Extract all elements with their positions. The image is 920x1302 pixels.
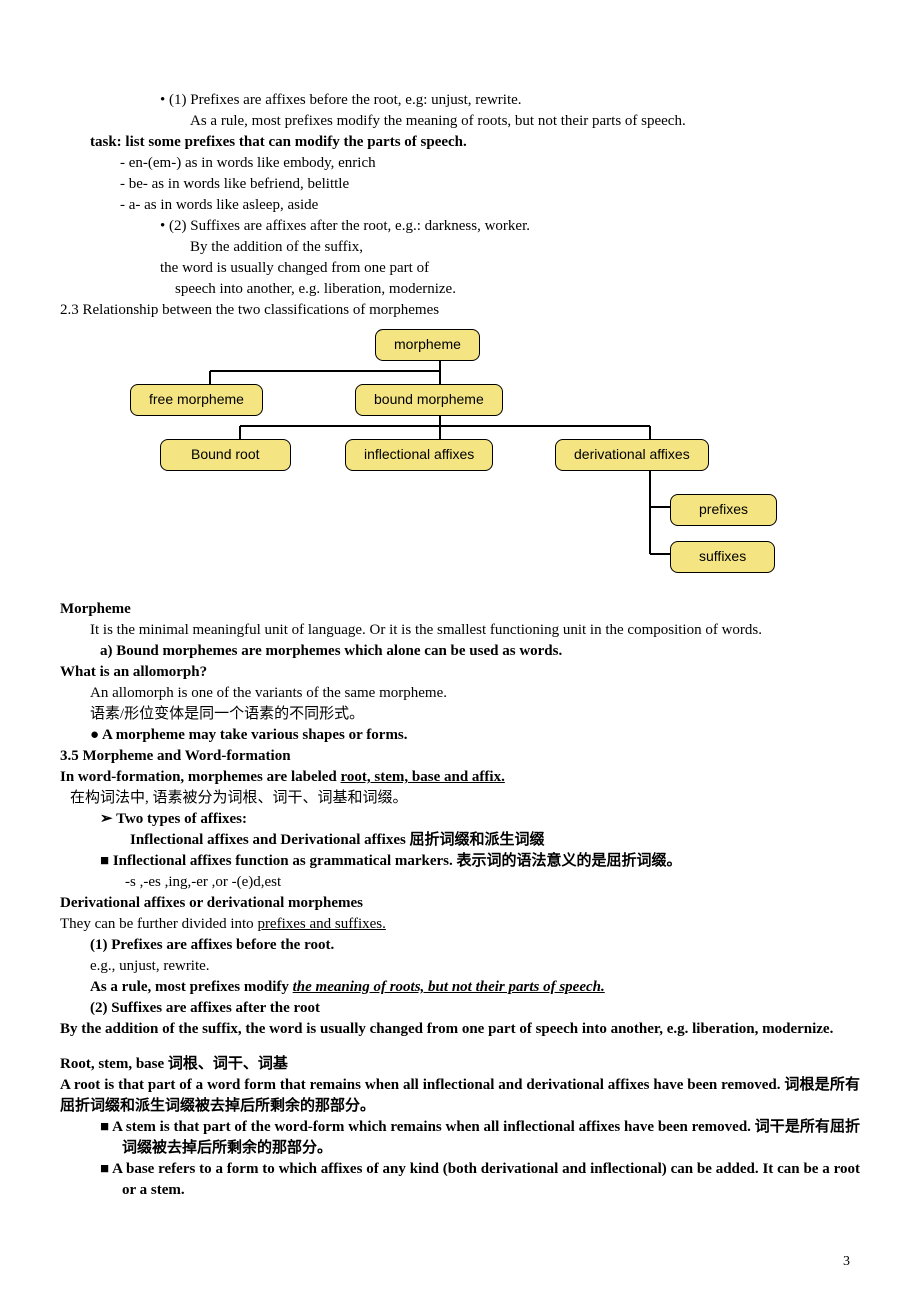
node-bound-morpheme: bound morpheme bbox=[355, 384, 503, 416]
node-free-morpheme: free morpheme bbox=[130, 384, 263, 416]
text-line: (2) Suffixes are affixes after the root bbox=[90, 998, 860, 1019]
morpheme-diagram: morpheme free morpheme bound morpheme Bo… bbox=[100, 329, 860, 589]
page-number: 3 bbox=[843, 1252, 850, 1272]
list-item: Inflectional affixes function as grammat… bbox=[100, 851, 860, 872]
node-morpheme: morpheme bbox=[375, 329, 480, 361]
text-line: By the addition of the suffix, bbox=[190, 237, 860, 258]
node-prefixes: prefixes bbox=[670, 494, 777, 526]
text-line: A root is that part of a word form that … bbox=[60, 1075, 860, 1117]
node-derivational-affixes: derivational affixes bbox=[555, 439, 709, 471]
list-item: A stem is that part of the word-form whi… bbox=[100, 1117, 860, 1159]
node-suffixes: suffixes bbox=[670, 541, 775, 573]
list-item: en-(em-) as in words like embody, enrich bbox=[120, 153, 860, 174]
text-line: the word is usually changed from one par… bbox=[160, 258, 860, 279]
text-line: 在构词法中, 语素被分为词根、词干、词基和词缀。 bbox=[70, 788, 860, 809]
text-line: (1) Prefixes are affixes before the root… bbox=[160, 90, 860, 111]
text-line: As a rule, most prefixes modify the mean… bbox=[190, 111, 860, 132]
heading-derivational: Derivational affixes or derivational mor… bbox=[60, 893, 860, 914]
text-line: Inflectional affixes and Derivational af… bbox=[130, 830, 860, 851]
node-bound-root: Bound root bbox=[160, 439, 291, 471]
list-item: Two types of affixes: bbox=[100, 809, 860, 830]
text-line: (2) Suffixes are affixes after the root,… bbox=[160, 216, 860, 237]
section-heading: 2.3 Relationship between the two classif… bbox=[60, 300, 860, 321]
text-line: In word-formation, morphemes are labeled… bbox=[60, 767, 860, 788]
task-heading: task: list some prefixes that can modify… bbox=[90, 132, 860, 153]
text-line: By the addition of the suffix, the word … bbox=[60, 1019, 860, 1040]
text-line: 语素/形位变体是同一个语素的不同形式。 bbox=[90, 704, 860, 725]
heading-morpheme: Morpheme bbox=[60, 599, 860, 620]
list-item: be- as in words like befriend, belittle bbox=[120, 174, 860, 195]
text-line: It is the minimal meaningful unit of lan… bbox=[60, 620, 860, 641]
text-line: As a rule, most prefixes modify the mean… bbox=[90, 977, 860, 998]
list-item: a- as in words like asleep, aside bbox=[120, 195, 860, 216]
text-line: They can be further divided into prefixe… bbox=[60, 914, 860, 935]
section-heading: 3.5 Morpheme and Word-formation bbox=[60, 746, 860, 767]
text-line: e.g., unjust, rewrite. bbox=[90, 956, 860, 977]
text-line: -s ,-es ,ing,-er ,or -(e)d,est bbox=[125, 872, 860, 893]
heading-allomorph: What is an allomorph? bbox=[60, 662, 860, 683]
text-line: speech into another, e.g. liberation, mo… bbox=[175, 279, 860, 300]
text-line: (1) Prefixes are affixes before the root… bbox=[90, 935, 860, 956]
text-line: a) Bound morphemes are morphemes which a… bbox=[100, 641, 860, 662]
heading-root-stem-base: Root, stem, base 词根、词干、词基 bbox=[60, 1054, 860, 1075]
list-item: A morpheme may take various shapes or fo… bbox=[90, 725, 860, 746]
node-inflectional-affixes: inflectional affixes bbox=[345, 439, 493, 471]
text-line: An allomorph is one of the variants of t… bbox=[90, 683, 860, 704]
list-item: A base refers to a form to which affixes… bbox=[100, 1159, 860, 1201]
